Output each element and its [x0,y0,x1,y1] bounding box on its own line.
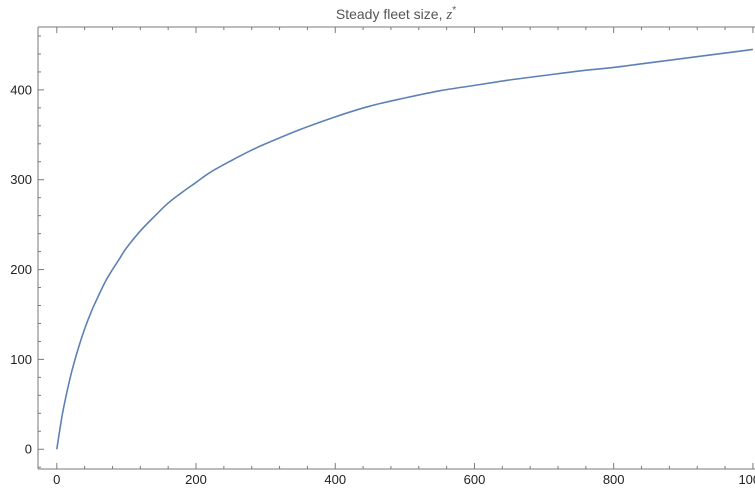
chart-title-text: Steady fleet size, [336,6,447,22]
x-tick-label: 400 [324,472,346,487]
chart-title: Steady fleet size, z* [336,5,456,23]
x-tick-label: 1000 [738,472,755,487]
y-tick-label: 300 [10,172,32,187]
x-tick-label: 0 [53,472,60,487]
x-tick-label: 800 [603,472,625,487]
x-axis-tick-labels: 0 200 400 600 800 1000 [53,472,755,487]
chart-title-variable: z [445,7,452,23]
y-tick-label: 0 [25,442,32,457]
y-tick-label: 100 [10,352,32,367]
x-tick-label: 200 [185,472,207,487]
y-tick-label: 400 [10,82,32,97]
x-tick-label: 600 [464,472,486,487]
series-line [56,48,754,450]
axis-ticks [38,27,754,469]
series-lines [56,48,754,450]
y-axis-tick-labels: 0 100 200 300 400 [10,82,32,456]
chart-title-superscript: * [452,5,456,16]
y-tick-label: 200 [10,262,32,277]
